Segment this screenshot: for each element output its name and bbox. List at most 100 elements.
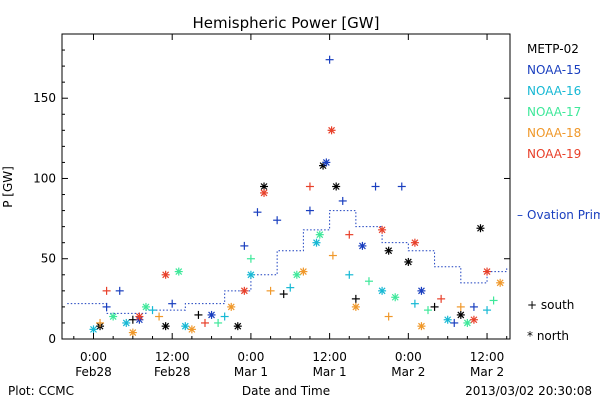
- data-point: [384, 246, 393, 255]
- data-point: [328, 251, 337, 260]
- data-point: [233, 322, 242, 331]
- legend-item: NOAA-15: [527, 63, 581, 77]
- x-tick-time: 0:00: [237, 350, 264, 364]
- chart-title: Hemispheric Power [GW]: [193, 14, 380, 32]
- legend-item: NOAA-19: [527, 147, 581, 161]
- marker-legend-item: + south: [527, 298, 574, 312]
- legend-item: NOAA-18: [527, 126, 581, 140]
- x-tick-date: Mar 1: [313, 365, 347, 379]
- data-point: [96, 318, 105, 327]
- data-point: [89, 325, 98, 334]
- data-point: [476, 224, 485, 233]
- series-legend: METP-02 NOAA-15 NOAA-16 NOAA-17 NOAA-18 NOAA-…: [527, 42, 581, 161]
- x-tick-date: Mar 1: [234, 365, 268, 379]
- data-point: [469, 315, 478, 324]
- data-point: [207, 310, 216, 319]
- ovation-hpi-layer: [67, 210, 508, 314]
- data-point: [240, 241, 249, 250]
- data-point: [338, 196, 347, 205]
- data-point: [450, 318, 459, 327]
- data-point: [315, 230, 324, 239]
- y-tick-label: 150: [33, 91, 56, 105]
- data-point: [351, 302, 360, 311]
- plot-credit: Plot: CCMC: [8, 384, 74, 398]
- data-point: [102, 286, 111, 295]
- x-tick-time: 12:00: [312, 350, 347, 364]
- data-point: [417, 286, 426, 295]
- ovation-legend: – Ovation Prime HPI: [517, 208, 600, 222]
- data-point: [305, 206, 314, 215]
- x-tick-time: 12:00: [470, 350, 505, 364]
- data-point: [174, 267, 183, 276]
- marker-legend: + south * north: [527, 298, 574, 343]
- y-tick-label: 100: [33, 171, 56, 185]
- data-point: [345, 270, 354, 279]
- x-tick-time: 0:00: [395, 350, 422, 364]
- data-point: [410, 299, 419, 308]
- data-point: [417, 322, 426, 331]
- data-point: [122, 318, 131, 327]
- data-point: [463, 318, 472, 327]
- data-point: [483, 267, 492, 276]
- data-point: [358, 241, 367, 250]
- data-point: [141, 302, 150, 311]
- data-point: [345, 230, 354, 239]
- data-point: [227, 302, 236, 311]
- y-tick-label: 50: [41, 252, 56, 266]
- data-point: [443, 315, 452, 324]
- data-point: [102, 302, 111, 311]
- data-point: [371, 182, 380, 191]
- x-tick-time: 12:00: [155, 350, 190, 364]
- marker-legend-item: * north: [527, 329, 569, 343]
- data-point: [128, 328, 137, 337]
- data-point: [161, 322, 170, 331]
- x-tick-date: Feb28: [75, 365, 112, 379]
- data-point: [266, 286, 275, 295]
- data-point: [273, 216, 282, 225]
- data-point: [378, 225, 387, 234]
- y-axis: 0 50 100 150: [33, 49, 510, 346]
- data-point: [286, 283, 295, 292]
- x-tick-time: 0:00: [80, 350, 107, 364]
- data-point: [168, 299, 177, 308]
- ovation-hpi-line: [67, 210, 508, 314]
- data-point: [424, 306, 433, 315]
- data-point: [246, 254, 255, 263]
- y-axis-label: P [GW]: [1, 166, 15, 208]
- data-point: [364, 277, 373, 286]
- data-point: [322, 158, 331, 167]
- data-point: [135, 312, 144, 321]
- data-points-layer: [89, 55, 505, 337]
- legend-item: NOAA-17: [527, 105, 581, 119]
- data-point: [391, 293, 400, 302]
- data-point: [109, 312, 118, 321]
- data-point: [181, 322, 190, 331]
- x-tick-date: Mar 2: [470, 365, 504, 379]
- data-point: [430, 302, 439, 311]
- data-point: [155, 312, 164, 321]
- ovation-legend-dash: –: [517, 208, 523, 222]
- legend-item: METP-02: [527, 42, 579, 56]
- x-axis-label: Date and Time: [242, 384, 330, 398]
- data-point: [437, 294, 446, 303]
- data-point: [384, 312, 393, 321]
- data-point: [351, 294, 360, 303]
- data-point: [483, 306, 492, 315]
- data-point: [456, 302, 465, 311]
- data-point: [260, 188, 269, 197]
- legend-item: NOAA-16: [527, 84, 581, 98]
- data-point: [489, 296, 498, 305]
- data-point: [469, 302, 478, 311]
- data-point: [305, 182, 314, 191]
- data-point: [161, 270, 170, 279]
- data-point: [378, 286, 387, 295]
- data-point: [327, 126, 336, 135]
- data-point: [332, 182, 341, 191]
- data-point: [246, 270, 255, 279]
- plot-frame: [61, 33, 511, 340]
- data-point: [214, 318, 223, 327]
- data-point: [279, 290, 288, 299]
- data-point: [299, 267, 308, 276]
